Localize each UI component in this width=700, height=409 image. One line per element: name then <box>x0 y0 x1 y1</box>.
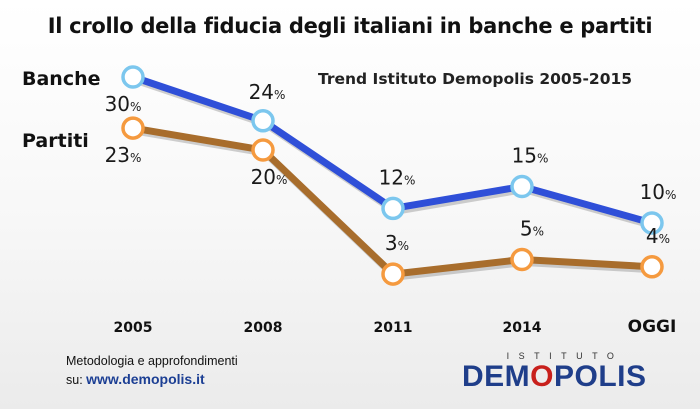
series-label-banche: Banche <box>22 68 101 90</box>
footer: Metodologia e approfondimenti su: www.de… <box>66 352 238 389</box>
footer-link-line: su: www.demopolis.it <box>66 370 238 389</box>
marker-banche-0 <box>121 65 145 89</box>
marker-banche-3 <box>510 174 534 199</box>
x-tick-label-4: OGGI <box>628 317 677 337</box>
data-label-banche-4: 10% <box>640 180 677 204</box>
logo-demopolis-text: DEMOPOLIS <box>462 360 647 393</box>
marker-partiti-0 <box>121 116 145 140</box>
data-label-banche-2: 12% <box>379 165 416 189</box>
marker-partiti-4 <box>640 255 664 279</box>
data-label-partiti-3: 5% <box>520 217 544 241</box>
marker-partiti-3 <box>510 247 534 272</box>
marker-partiti-2 <box>381 262 405 286</box>
chart-subtitle: Trend Istituto Demopolis 2005-2015 <box>318 70 633 88</box>
footer-prefix: su: <box>66 373 87 387</box>
series-label-partiti: Partiti <box>22 130 89 152</box>
x-tick-label-2: 2011 <box>374 320 413 336</box>
data-label-partiti-4: 4% <box>646 224 670 248</box>
x-tick-label-1: 2008 <box>244 320 283 336</box>
x-tick-label-0: 2005 <box>114 320 153 336</box>
x-tick-label-3: 2014 <box>503 320 542 336</box>
logo-istituto-text: ISTITUTO <box>506 351 624 361</box>
marker-banche-1 <box>251 109 275 133</box>
data-label-banche-1: 24% <box>249 80 286 104</box>
demopolis-logo: ISTITUTO DEMOPOLIS <box>460 351 670 393</box>
footer-methodology-text: Metodologia e approfondimenti <box>66 354 238 368</box>
data-label-banche-3: 15% <box>512 144 549 168</box>
marker-banche-2 <box>381 196 405 221</box>
series-partiti: 23%20%3%5% 4% <box>105 116 670 286</box>
data-label-banche-0: 30% <box>105 92 142 116</box>
marker-partiti-1 <box>251 138 275 162</box>
chart-title: Il crollo della fiducia degli italiani i… <box>47 14 653 38</box>
data-label-partiti-2: 3% <box>385 231 409 255</box>
website-link[interactable]: www.demopolis.it <box>86 371 205 387</box>
series-banche: 30% 24% 12% 15% 10% <box>105 65 677 235</box>
data-label-partiti-0: 23% <box>105 143 142 167</box>
marker-banche-4 <box>640 211 664 235</box>
